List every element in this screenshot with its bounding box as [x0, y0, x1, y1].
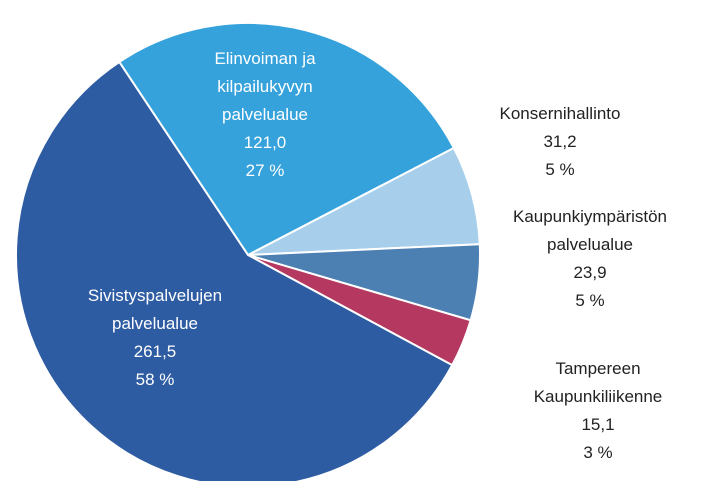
category-label: palvelualue	[112, 314, 198, 333]
value-label: 121,0	[244, 133, 287, 152]
slice-label: Konsernihallinto 31,2 5 %	[500, 104, 621, 179]
slice-label: Elinvoiman ja kilpailukyvyn palvelualue 121…	[214, 49, 316, 180]
pie-slice	[117, 22, 456, 257]
category-label: Kaupunkiympäristön	[513, 207, 667, 226]
category-label: palvelualue	[222, 105, 308, 124]
value-label: 15,1	[581, 415, 614, 434]
percent-label: 3 %	[583, 443, 612, 462]
percent-label: 27 %	[246, 161, 285, 180]
pie-slice	[15, 60, 454, 481]
slice-label: Kaupunkiympäristön palvelualue 23,9 5 %	[513, 207, 667, 310]
slice-label: Sivistyspalvelujen palvelualue 261,5 58 %	[88, 286, 222, 389]
category-label: Sivistyspalvelujen	[88, 286, 222, 305]
value-label: 23,9	[573, 263, 606, 282]
category-label: Tampereen	[555, 359, 640, 378]
percent-label: 5 %	[545, 160, 574, 179]
category-label: kilpailukyvyn	[217, 77, 312, 96]
percent-label: 5 %	[575, 291, 604, 310]
percent-label: 58 %	[136, 370, 175, 389]
category-label: Elinvoiman ja	[214, 49, 316, 68]
category-label: palvelualue	[547, 235, 633, 254]
category-label: Konsernihallinto	[500, 104, 621, 123]
slice-label: Tampereen Kaupunkiliikenne 15,1 3 %	[534, 359, 663, 462]
value-label: 31,2	[543, 132, 576, 151]
value-label: 261,5	[134, 342, 177, 361]
category-label: Kaupunkiliikenne	[534, 387, 663, 406]
